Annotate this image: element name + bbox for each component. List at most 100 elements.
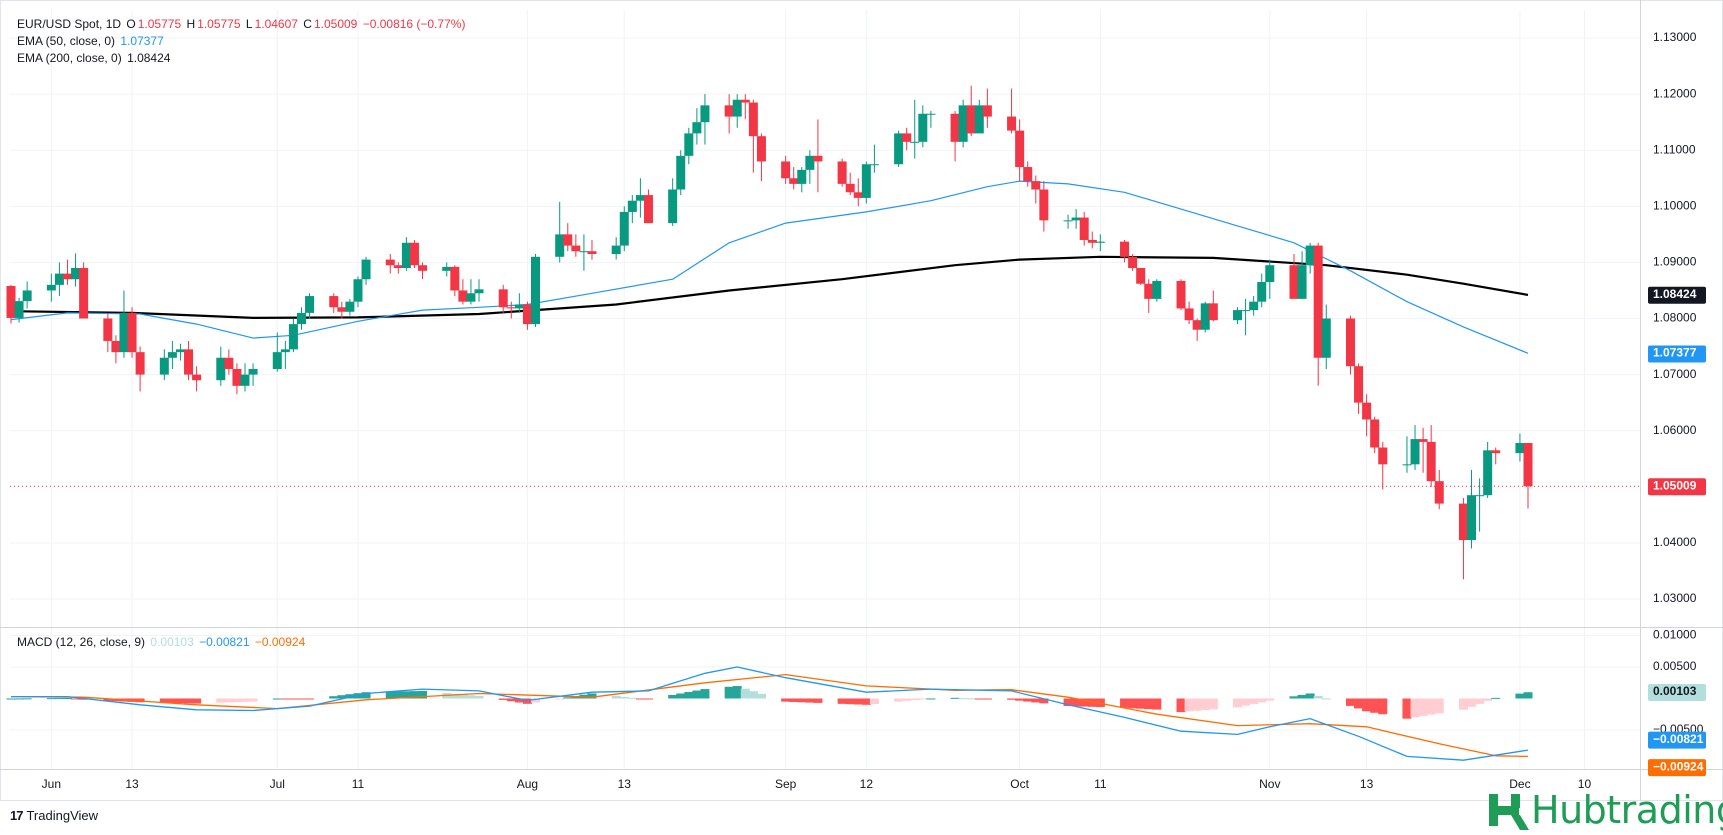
macd-histogram-bar	[401, 691, 411, 699]
symbol-label[interactable]: EUR/USD Spot, 1D	[17, 17, 122, 31]
macd-histogram-bar	[902, 698, 912, 701]
candle-body	[216, 357, 226, 381]
candle-body	[902, 133, 912, 142]
high-value: 1.05775	[197, 17, 241, 31]
macd-histogram-bar	[1313, 695, 1323, 699]
macd-histogram-bar	[1257, 698, 1267, 703]
macd-histogram-bar	[1136, 698, 1146, 709]
candle	[240, 363, 250, 392]
candle	[103, 312, 113, 353]
macd-histogram-bar	[1289, 696, 1299, 699]
time-tick-label: 11	[1094, 777, 1107, 791]
candle-body	[1491, 450, 1501, 454]
macd-histogram-bar	[474, 695, 484, 699]
ema50-label: EMA (50, close, 0)	[17, 34, 116, 48]
candle-body	[1297, 265, 1307, 299]
macd-histogram-bar	[14, 698, 24, 700]
macd-histogram-bar	[958, 698, 968, 700]
price-axis[interactable]: 1.13000 1.12000 1.11000 1.10000 1.09000 1.080…	[1648, 30, 1706, 777]
candle	[305, 293, 315, 319]
macd-histogram-bar	[1039, 698, 1049, 704]
macd-histogram-bar	[224, 698, 234, 703]
candle-body	[1128, 256, 1138, 269]
macd-histogram-bar	[982, 698, 992, 700]
time-tick-label: Nov	[1259, 777, 1280, 791]
macd-legend[interactable]: MACD (12, 26, close, 9) 0.00103 −0.00821…	[17, 634, 307, 650]
ema50-path	[10, 180, 1529, 354]
macd-histogram-bar	[974, 698, 984, 700]
candle-body	[1321, 318, 1331, 358]
candle-body	[732, 99, 742, 117]
time-axis[interactable]: Jun 13 Jul 11 Aug 13 Sep 12 Oct 11 Nov 13 Dec 10	[42, 777, 1592, 791]
candle	[288, 318, 298, 353]
candle	[401, 237, 411, 271]
candle	[22, 281, 32, 309]
candle-body	[296, 312, 306, 325]
macd-histogram-bar	[643, 698, 653, 700]
chart-frame	[0, 0, 1723, 801]
candle-body	[1249, 301, 1259, 311]
macd-histogram-bar	[248, 698, 258, 702]
candle	[676, 150, 686, 196]
candle-body	[684, 133, 694, 156]
candle-body	[1023, 167, 1033, 182]
macd-histogram-bar	[1402, 698, 1412, 719]
candle	[1362, 394, 1372, 437]
candle-body	[1410, 439, 1420, 465]
macd-histogram-bar	[1079, 698, 1089, 707]
candle	[1136, 268, 1146, 285]
candle	[111, 335, 121, 364]
candle-body	[46, 284, 56, 291]
candle-body	[248, 368, 258, 375]
macd-histogram-bar	[1265, 698, 1275, 701]
tradingview-logo[interactable]: 17 TradingView	[10, 808, 98, 823]
candle-body	[119, 312, 129, 353]
candle-body	[192, 374, 202, 381]
candle-body	[71, 268, 81, 280]
candle-body	[1184, 308, 1194, 321]
macd-histogram-bar	[1071, 698, 1081, 707]
candle	[54, 262, 64, 297]
ema200-legend[interactable]: EMA (200, close, 0) 1.08424	[17, 50, 172, 66]
candle-body	[450, 266, 460, 291]
candle	[950, 110, 960, 162]
macd-histogram-bar	[910, 698, 920, 701]
macd-histogram-bar	[1200, 698, 1210, 711]
candle	[1233, 307, 1243, 325]
macd-signal-badge-text: −0.00924	[1653, 759, 1704, 773]
candle	[506, 301, 516, 319]
candle	[119, 290, 129, 358]
candle-body	[1345, 318, 1355, 367]
macd-histogram-bar	[361, 692, 371, 699]
candle-body	[1031, 181, 1041, 190]
macd-histogram-bar	[1063, 698, 1073, 707]
macd-histogram-bar	[329, 696, 339, 699]
tradingview-icon: 17	[10, 808, 24, 823]
candle-body	[1144, 283, 1154, 299]
ema50-price-badge-bg	[1648, 345, 1706, 363]
candle	[232, 363, 242, 395]
candle	[167, 340, 177, 369]
macd-histogram-bar	[1120, 698, 1130, 708]
candle	[1434, 469, 1444, 510]
macd-tick-label: 0.01000	[1653, 628, 1697, 642]
candle-body	[393, 265, 403, 269]
time-tick-label: Dec	[1509, 777, 1530, 791]
candle-body	[1370, 419, 1380, 448]
macd-histogram-bar	[345, 694, 355, 699]
candle	[474, 279, 484, 302]
candle	[345, 298, 355, 316]
macd-histogram-bar	[587, 693, 597, 699]
candle-body	[1241, 310, 1251, 312]
candle	[1039, 181, 1049, 232]
candle	[579, 234, 589, 271]
macd-histogram-bar	[54, 698, 64, 700]
ema50-legend[interactable]: EMA (50, close, 0) 1.07377	[17, 33, 166, 49]
candle-body	[6, 285, 16, 318]
macd-histogram-bar	[732, 686, 742, 699]
ema200-price-badge-bg	[1648, 286, 1706, 304]
candle-body	[1257, 282, 1267, 302]
candle-body	[1039, 189, 1049, 221]
macd-histogram-bar	[1087, 698, 1097, 707]
